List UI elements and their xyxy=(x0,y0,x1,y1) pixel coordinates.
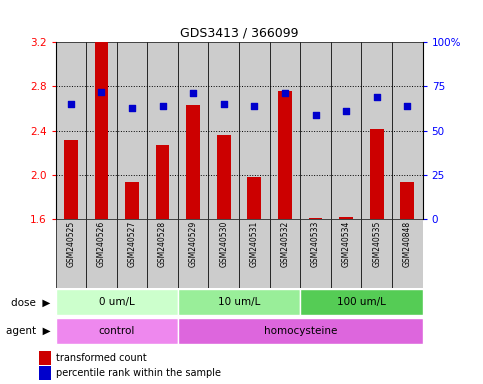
Bar xyxy=(239,42,270,219)
Title: GDS3413 / 366099: GDS3413 / 366099 xyxy=(180,26,298,40)
Bar xyxy=(156,145,170,219)
Point xyxy=(342,108,350,114)
Bar xyxy=(300,219,331,288)
Bar xyxy=(331,219,361,288)
Point xyxy=(281,90,289,96)
Bar xyxy=(147,219,178,288)
Text: dose  ▶: dose ▶ xyxy=(11,297,51,308)
Bar xyxy=(95,42,108,219)
Bar xyxy=(39,351,51,365)
Point xyxy=(67,101,75,107)
Bar xyxy=(217,135,231,219)
Bar xyxy=(178,219,209,288)
Bar xyxy=(178,290,300,315)
Bar xyxy=(56,219,86,288)
Text: GSM240535: GSM240535 xyxy=(372,221,381,267)
Bar xyxy=(339,217,353,219)
Bar xyxy=(117,219,147,288)
Text: GSM240534: GSM240534 xyxy=(341,221,351,267)
Bar xyxy=(370,129,384,219)
Bar xyxy=(361,219,392,288)
Text: GSM240526: GSM240526 xyxy=(97,221,106,267)
Point xyxy=(98,89,105,95)
Bar xyxy=(392,42,423,219)
Text: 100 um/L: 100 um/L xyxy=(337,297,386,308)
Text: GSM240532: GSM240532 xyxy=(281,221,289,267)
Bar xyxy=(300,290,423,315)
Bar xyxy=(278,91,292,219)
Point xyxy=(189,90,197,96)
Point xyxy=(159,103,167,109)
Point xyxy=(220,101,227,107)
Point xyxy=(251,103,258,109)
Bar xyxy=(56,318,178,344)
Text: GSM240527: GSM240527 xyxy=(128,221,137,267)
Bar xyxy=(186,105,200,219)
Point xyxy=(403,103,411,109)
Bar xyxy=(117,42,147,219)
Text: control: control xyxy=(99,326,135,336)
Text: agent  ▶: agent ▶ xyxy=(6,326,51,336)
Text: GSM240531: GSM240531 xyxy=(250,221,259,267)
Text: GSM240529: GSM240529 xyxy=(189,221,198,267)
Bar xyxy=(86,42,117,219)
Point xyxy=(312,112,319,118)
Bar xyxy=(270,42,300,219)
Bar xyxy=(56,290,178,315)
Bar xyxy=(178,42,209,219)
Bar xyxy=(178,318,423,344)
Bar xyxy=(331,42,361,219)
Bar xyxy=(361,42,392,219)
Text: GSM240530: GSM240530 xyxy=(219,221,228,267)
Point xyxy=(128,104,136,111)
Text: GSM240528: GSM240528 xyxy=(158,221,167,267)
Text: GSM240533: GSM240533 xyxy=(311,221,320,267)
Text: 10 um/L: 10 um/L xyxy=(218,297,260,308)
Bar xyxy=(39,366,51,380)
Bar xyxy=(392,219,423,288)
Bar xyxy=(125,182,139,219)
Point xyxy=(373,94,381,100)
Text: homocysteine: homocysteine xyxy=(264,326,337,336)
Text: transformed count: transformed count xyxy=(56,353,146,363)
Bar xyxy=(64,141,78,219)
Bar xyxy=(147,42,178,219)
Text: 0 um/L: 0 um/L xyxy=(99,297,135,308)
Text: GSM240525: GSM240525 xyxy=(66,221,75,267)
Bar xyxy=(56,42,86,219)
Text: percentile rank within the sample: percentile rank within the sample xyxy=(56,368,221,378)
Bar xyxy=(400,182,414,219)
Bar xyxy=(239,219,270,288)
Text: GSM240848: GSM240848 xyxy=(403,221,412,267)
Bar xyxy=(309,218,323,219)
Bar xyxy=(209,219,239,288)
Bar xyxy=(300,42,331,219)
Bar xyxy=(86,219,117,288)
Bar xyxy=(270,219,300,288)
Bar xyxy=(247,177,261,219)
Bar xyxy=(209,42,239,219)
